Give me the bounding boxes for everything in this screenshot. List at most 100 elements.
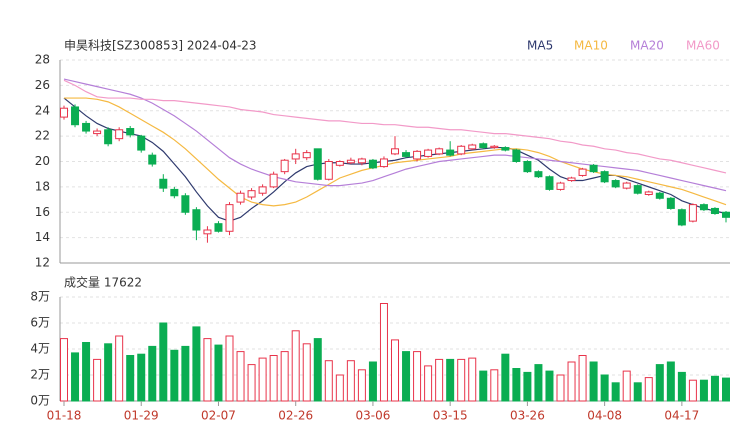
volume-bar [115,335,124,402]
candle-body [148,154,157,165]
volume-bar [346,360,355,402]
candle-body [357,158,366,164]
candle-body [402,152,411,157]
x-tick-label: 02-26 [278,409,313,423]
candle-body [236,192,245,203]
candle-body [567,177,576,182]
y-tick-label: 28 [35,53,50,67]
candle-body [335,161,344,166]
y-tick-label: 0万 [30,394,50,408]
volume-bar [468,357,477,402]
legend-label: MA20 [630,39,664,53]
volume-bar [159,322,168,402]
candle-body [534,171,543,178]
chart-title: 申昊科技[SZ300853] 2024-04-23 [64,39,257,53]
volume-bar [424,365,433,402]
candle-body [115,129,124,140]
legend-label: MA5 [527,39,553,53]
x-tick-label: 03-26 [510,409,545,423]
volume-bar [391,339,399,402]
volume-bar [567,361,576,402]
candle-body [589,164,598,173]
candle-body [192,209,201,231]
candle-body [291,153,300,160]
volume-bar [291,330,300,402]
x-tick-label: 01-18 [47,409,82,423]
volume-bar [247,364,256,402]
candle-body [710,207,719,215]
volume-bar [357,369,366,402]
volume-bar [479,370,488,402]
candle-body [82,122,91,132]
candle-body [633,185,642,194]
candle-body [126,128,135,136]
x-tick-label: 03-15 [433,409,468,423]
ma-line [64,97,727,207]
candle-body [722,211,730,218]
volume-bar [644,377,653,402]
volume-bar [435,358,444,402]
y-tick-label: 8万 [30,290,50,304]
volume-bar [446,358,455,402]
candle-body [644,191,653,195]
volume-bar [324,360,333,402]
volume-bar [181,345,190,402]
volume-bar [545,370,554,402]
candle-body [413,150,422,160]
candle-body [258,186,267,194]
candle-body [137,135,146,151]
ma-line [63,97,727,222]
volume-bar [170,349,179,402]
volume-bar [137,353,146,402]
volume-title: 成交量 17622 [64,275,142,290]
candle-body [203,229,212,235]
volume-bar [82,342,91,402]
candle-body [600,171,609,183]
candle-body [159,178,168,189]
x-tick-label: 01-29 [124,409,159,423]
candle-body [501,147,510,151]
ma-line [63,78,727,192]
y-tick-label: 18 [35,179,50,193]
volume-bar [203,338,212,402]
volume-bar [93,358,102,402]
candle-body [523,161,532,173]
candle-body [424,149,433,157]
candle-body [688,204,697,222]
volume-bar [556,374,565,402]
candle-body [379,158,388,168]
y-tick-label: 24 [35,103,50,117]
candle-body [181,195,190,213]
legend-label: MA10 [574,39,608,53]
volume-bar [600,374,609,402]
candle-body [611,180,620,188]
volume-bar [379,303,388,402]
volume-bar [104,343,113,402]
candle-body [170,188,179,197]
candle-body [457,145,466,155]
candle-body [247,190,256,198]
candle-body [346,159,355,164]
volume-bar [225,335,234,402]
x-tick-label: 02-07 [201,409,236,423]
volume-bar [578,355,587,402]
y-tick-label: 26 [35,78,50,92]
volume-bar [523,371,532,402]
volume-bar [655,364,664,402]
candle-body [391,148,399,155]
volume-bar [258,357,267,402]
volume-bar [148,345,157,402]
volume-bar [699,379,708,402]
candle-body [324,161,333,180]
volume-bar [126,355,135,402]
candle-body [545,176,554,190]
candle-body [302,152,311,159]
ma-line [63,79,727,174]
volume-bar [589,361,598,402]
candle-body [71,106,80,126]
y-tick-label: 2万 [30,368,50,382]
candle-body [468,144,477,150]
candle-body [699,204,708,211]
candle-body [435,148,444,155]
